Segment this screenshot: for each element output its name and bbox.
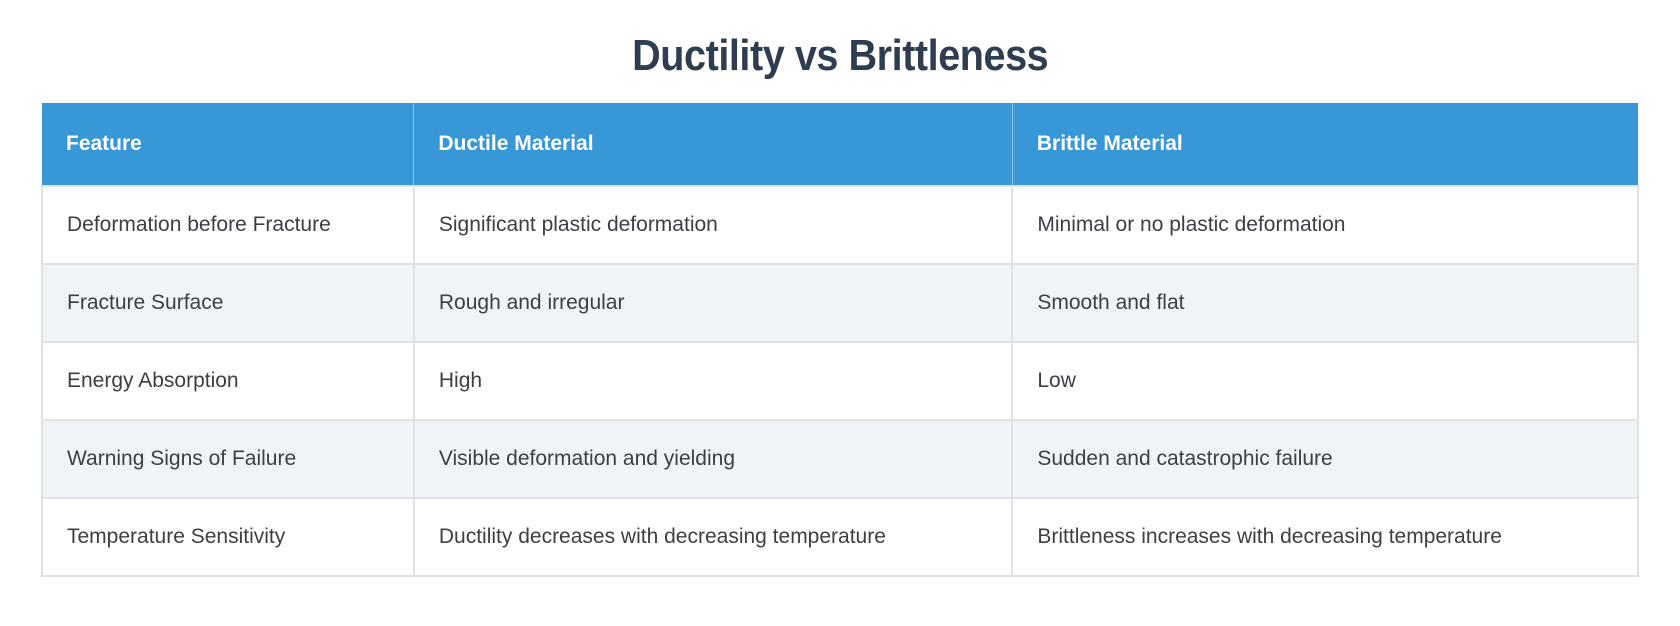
table-row: Deformation before Fracture Significant p… xyxy=(41,185,1639,265)
value-cell: Significant plastic deformation xyxy=(412,185,1014,265)
page-title-text: Ductility vs Brittleness xyxy=(631,31,1049,80)
feature-cell: Fracture Surface xyxy=(41,263,415,343)
feature-cell: Deformation before Fracture xyxy=(41,185,415,265)
ductility-brittleness-table: Feature Ductile Material Brittle Material … xyxy=(41,102,1639,577)
table-row: Fracture Surface Rough and irregular Smoot… xyxy=(41,263,1639,343)
value-cell: Visible deformation and yielding xyxy=(412,419,1014,499)
column-header-feature: Feature xyxy=(42,102,414,187)
table-body: Deformation before Fracture Significant p… xyxy=(41,185,1639,577)
comparison-table: Feature Ductile Material Brittle Material … xyxy=(41,102,1639,577)
value-cell: High xyxy=(412,341,1014,421)
value-cell: Brittleness increases with decreasing te… xyxy=(1011,497,1639,577)
header-row: Feature Ductile Material Brittle Material xyxy=(42,102,1638,187)
value-cell: Smooth and flat xyxy=(1011,263,1639,343)
page: Ductility vs Brittleness Feature Ductile … xyxy=(0,30,1680,626)
value-cell: Sudden and catastrophic failure xyxy=(1011,419,1639,499)
value-cell: Ductility decreases with decreasing temp… xyxy=(412,497,1014,577)
value-cell: Minimal or no plastic deformation xyxy=(1011,185,1639,265)
table-row: Warning Signs of Failure Visible deformat… xyxy=(41,419,1639,499)
feature-cell: Energy Absorption xyxy=(41,341,415,421)
feature-cell: Temperature Sensitivity xyxy=(41,497,415,577)
table-row: Energy Absorption High Low xyxy=(41,341,1639,421)
table-header: Feature Ductile Material Brittle Material xyxy=(42,102,1638,187)
value-cell: Low xyxy=(1011,341,1639,421)
table-row: Temperature Sensitivity Ductility decreas… xyxy=(41,497,1639,577)
value-cell: Rough and irregular xyxy=(412,263,1014,343)
feature-cell: Warning Signs of Failure xyxy=(41,419,415,499)
column-header-ductile-material: Ductile Material xyxy=(413,102,1013,187)
page-title: Ductility vs Brittleness xyxy=(0,30,1680,83)
column-header-brittle-material: Brittle Material xyxy=(1011,102,1638,187)
